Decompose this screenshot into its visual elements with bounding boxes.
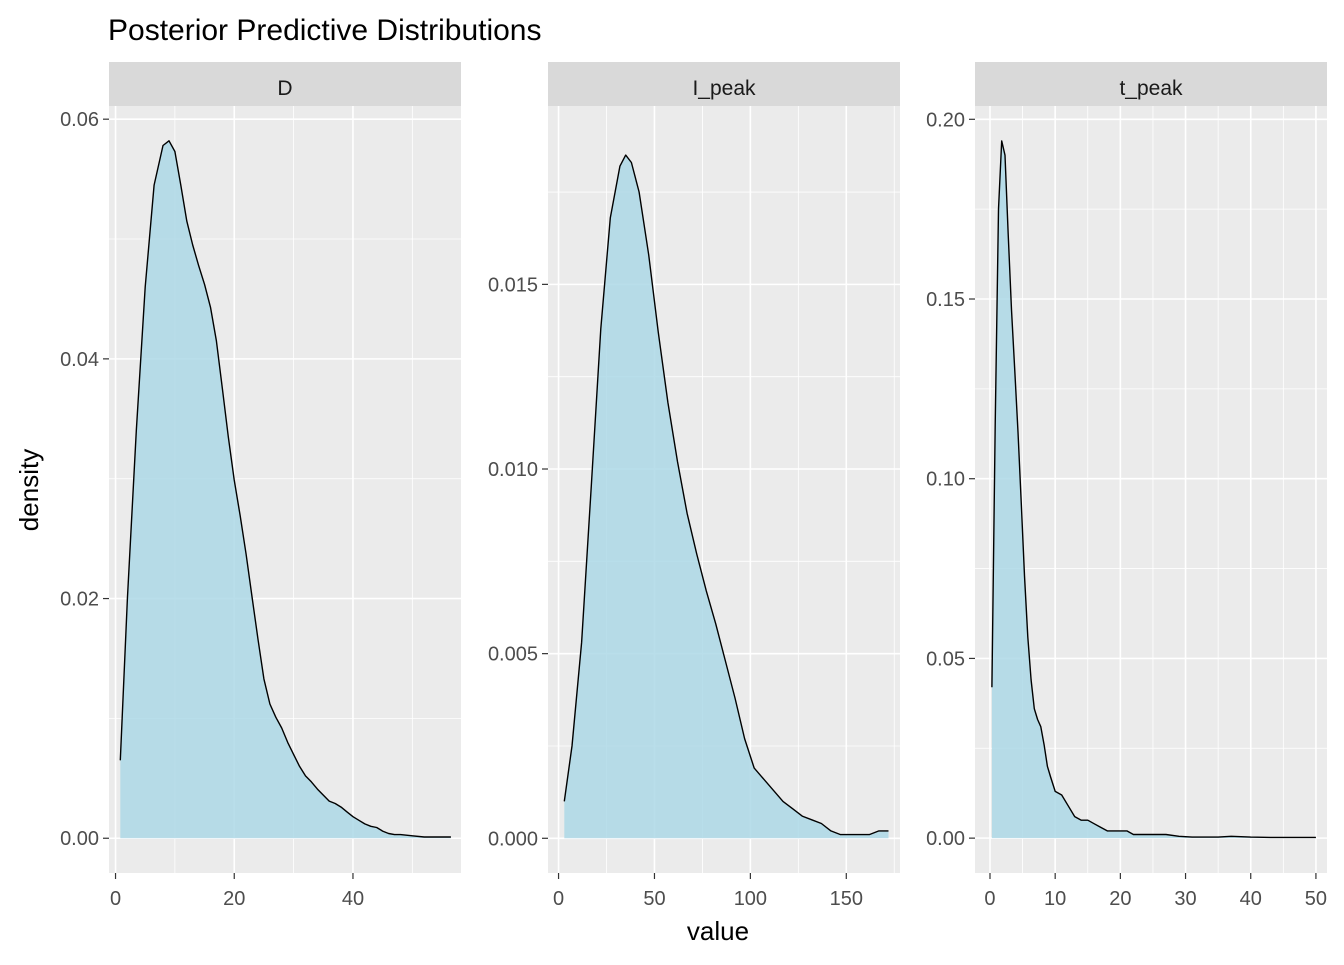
x-tick-label: 20 (223, 888, 245, 910)
y-tick-label: 0.15 (926, 289, 965, 311)
facet-strip (975, 62, 1327, 106)
chart-title: Posterior Predictive Distributions (108, 14, 542, 47)
x-tick-label: 20 (1109, 888, 1131, 910)
y-tick-label: 0.010 (488, 459, 538, 481)
y-tick-label: 0.015 (488, 274, 538, 296)
y-tick-label: 0.04 (60, 349, 99, 371)
y-tick-label: 0.20 (926, 109, 965, 131)
x-tick-label: 0 (984, 888, 995, 910)
facet-strip (548, 62, 900, 106)
density-area (564, 155, 889, 839)
x-tick-label: 0 (553, 888, 564, 910)
y-tick-label: 0.00 (60, 828, 99, 850)
y-axis-label: density (14, 449, 44, 531)
y-tick-label: 0.10 (926, 469, 965, 491)
density-area (120, 140, 451, 839)
y-tick-label: 0.000 (488, 828, 538, 850)
x-tick-label: 50 (1305, 888, 1327, 910)
x-tick-label: 10 (1044, 888, 1066, 910)
x-axis-label: value (687, 916, 749, 946)
facet-strip (109, 62, 461, 106)
x-tick-label: 50 (643, 888, 665, 910)
y-tick-label: 0.005 (488, 644, 538, 666)
facet-strip-label: t_peak (1119, 77, 1183, 100)
y-tick-label: 0.02 (60, 589, 99, 611)
facet-strip-label: I_peak (692, 77, 756, 100)
density-line (991, 140, 1316, 839)
x-tick-label: 40 (342, 888, 364, 910)
y-tick-label: 0.06 (60, 109, 99, 131)
x-tick-label: 150 (830, 888, 863, 910)
facet-panel-I_peak: I_peak 0.000 0.005 0.010 0.015 0 50 100 150 (488, 62, 900, 910)
density-line (563, 154, 889, 836)
x-tick-label: 100 (734, 888, 767, 910)
facet-strip-label: D (277, 77, 292, 100)
facet-panels: D0.000.020.040.060 20 40I_peak0.0000.0050.… (60, 62, 1327, 910)
y-tick-label: 0.00 (926, 828, 965, 850)
x-tick-label: 30 (1174, 888, 1196, 910)
y-tick-label: 0.05 (926, 648, 965, 670)
x-tick-label: 0 (110, 888, 121, 910)
density-line (119, 140, 451, 838)
facet-panel-D: D 0.00 0.02 0.04 0.06 0 20 40 (60, 62, 461, 910)
facet-panel-t_peak: t_peak 0.00 0.05 0.10 0.15 0.20 0 10 20 30 40 50 (926, 62, 1327, 910)
density-area (991, 140, 1316, 839)
x-tick-label: 40 (1240, 888, 1262, 910)
